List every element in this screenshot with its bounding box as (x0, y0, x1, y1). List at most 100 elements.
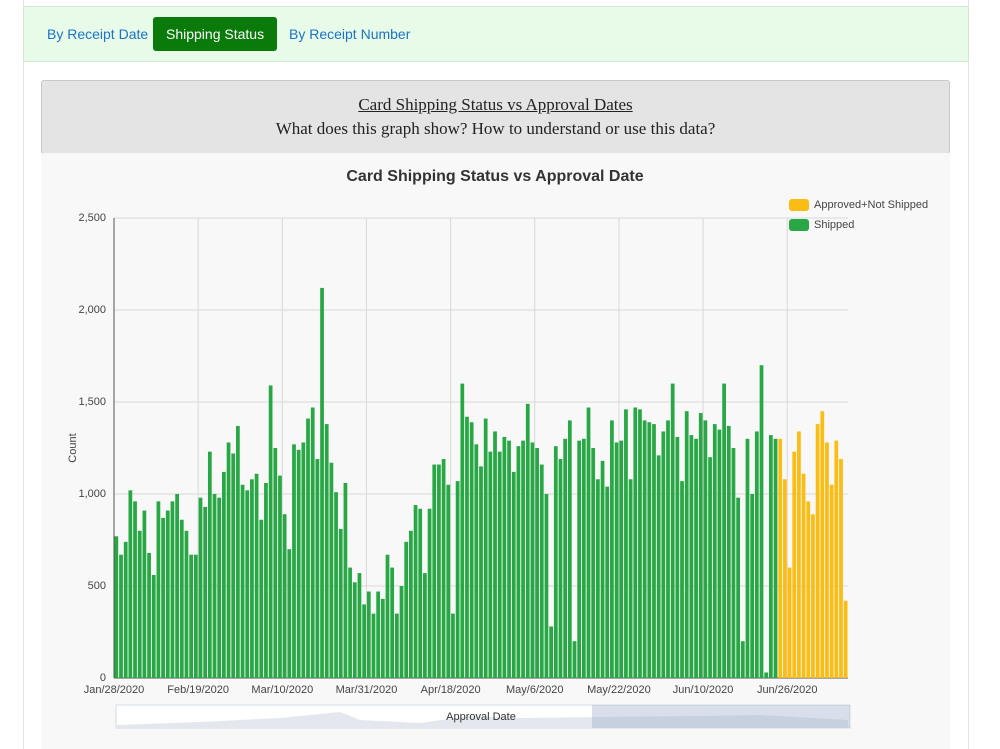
tab[interactable]: By Receipt Date (47, 26, 149, 42)
bar (413, 505, 418, 678)
x-tick-label: Apr/18/2020 (421, 684, 481, 696)
bar (479, 466, 483, 678)
bar (137, 530, 142, 678)
bar (726, 425, 731, 678)
bar (502, 436, 507, 678)
bar (521, 440, 525, 678)
chart-header: Card Shipping Status vs Approval Dates W… (41, 80, 950, 154)
bar (647, 422, 652, 678)
bar (282, 514, 287, 678)
bar (698, 413, 703, 678)
bar (338, 528, 343, 678)
bar (834, 440, 839, 678)
bar (839, 459, 843, 678)
bar (432, 464, 437, 678)
bar (437, 464, 441, 678)
bar (362, 604, 366, 678)
bar (306, 418, 310, 678)
bar (764, 672, 769, 678)
bar (614, 442, 619, 678)
bar (189, 554, 194, 678)
bar (806, 501, 811, 678)
bar (427, 508, 432, 678)
bar (123, 541, 128, 678)
bar (455, 481, 460, 678)
bar (483, 418, 488, 678)
bar (722, 383, 726, 678)
bar (656, 455, 661, 678)
bar (717, 429, 722, 678)
bar (264, 482, 268, 678)
bar (156, 501, 161, 678)
bar (801, 473, 806, 678)
bar (352, 582, 357, 678)
x-tick-label: Jun/10/2020 (673, 684, 734, 696)
y-tick-label: 2,000 (78, 304, 106, 316)
bar (376, 591, 381, 678)
bar (310, 407, 315, 678)
bar (638, 409, 642, 678)
tab-active[interactable]: Shipping Status (153, 17, 278, 51)
bar (451, 613, 455, 678)
bar (553, 446, 558, 678)
bar (642, 420, 647, 678)
bar (591, 448, 596, 678)
bar (161, 517, 165, 678)
bar (404, 541, 409, 678)
bar (465, 416, 469, 678)
bar (745, 438, 750, 678)
bar (278, 475, 282, 678)
x-tick-label: Feb/19/2020 (167, 684, 229, 696)
bar (385, 554, 390, 678)
x-tick-label: Mar/31/2020 (336, 684, 398, 696)
bar (558, 459, 563, 678)
bar (273, 448, 278, 678)
bar (184, 530, 189, 678)
bar (600, 460, 605, 678)
chart-title: Card Shipping Status vs Approval Date (346, 168, 643, 185)
bar (203, 506, 208, 678)
tab[interactable]: By Receipt Number (289, 26, 411, 42)
bar (296, 449, 301, 678)
bar (530, 442, 535, 678)
bar (259, 519, 264, 678)
bar (287, 549, 292, 678)
bar (460, 383, 465, 678)
bar (128, 490, 133, 678)
bar (811, 514, 815, 678)
bar (525, 403, 530, 678)
bar (680, 481, 684, 678)
bar (712, 424, 717, 678)
x-tick-label: Jan/28/2020 (84, 684, 145, 696)
bar (240, 484, 245, 678)
bar (731, 448, 736, 678)
bar (689, 435, 694, 678)
bar (170, 501, 175, 678)
bar (511, 471, 516, 678)
bar (418, 508, 423, 678)
header-title[interactable]: Card Shipping Status vs Approval Dates (358, 95, 633, 114)
slider-shadow (116, 712, 848, 728)
bar (610, 420, 614, 678)
bar (320, 287, 324, 678)
bar (226, 442, 231, 678)
bar (329, 462, 334, 678)
bar (151, 574, 156, 678)
bar (661, 431, 666, 678)
bar (221, 471, 226, 678)
bar (619, 440, 624, 678)
y-axis-label: Count (67, 433, 79, 462)
bar (567, 420, 572, 678)
bar (119, 554, 123, 678)
bar (142, 510, 147, 678)
bar (469, 422, 474, 678)
bar (829, 484, 834, 678)
bar (768, 435, 773, 678)
zoom-window[interactable] (592, 705, 850, 728)
bar (488, 451, 493, 678)
x-axis-label: Approval Date (446, 711, 516, 723)
bar (315, 459, 320, 678)
bar (792, 451, 797, 678)
bar (577, 440, 582, 678)
